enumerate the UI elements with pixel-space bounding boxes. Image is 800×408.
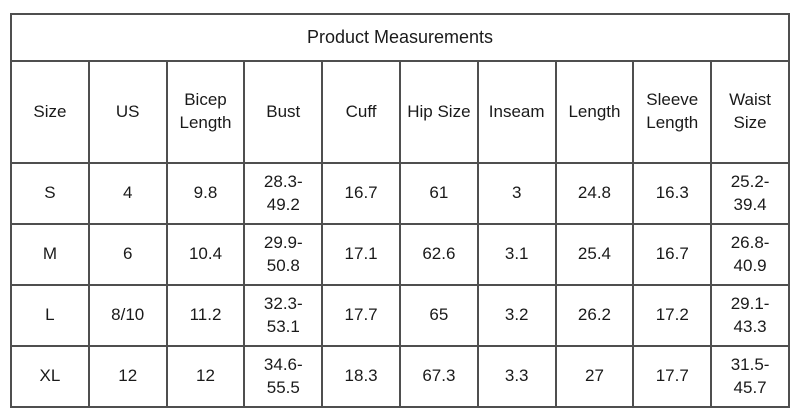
table-row-s: S 4 9.8 28.3-49.2 16.7 61 3 24.8 16.3 25…	[10, 162, 790, 225]
cell-inseam: 3	[476, 162, 557, 225]
cell-bust: 28.3-49.2	[243, 162, 324, 225]
table-title: Product Measurements	[10, 13, 790, 62]
cell-cuff: 17.1	[321, 223, 401, 286]
cell-us: 8/10	[87, 284, 168, 347]
cell-hip-size: 67.3	[398, 345, 479, 408]
cell-us: 6	[87, 223, 168, 286]
cell-waist-size: 29.1-43.3	[710, 284, 790, 347]
cell-sleeve-length: 17.7	[632, 345, 713, 408]
cell-waist-size: 26.8-40.9	[710, 223, 790, 286]
column-header-us: US	[87, 60, 168, 164]
table-header-row: Size US Bicep Length Bust Cuff Hip Size …	[10, 60, 790, 164]
cell-bust: 34.6-55.5	[243, 345, 324, 408]
cell-sleeve-length: 16.3	[632, 162, 713, 225]
table-row-l: L 8/10 11.2 32.3-53.1 17.7 65 3.2 26.2 1…	[10, 284, 790, 347]
cell-length: 24.8	[554, 162, 635, 225]
cell-bicep-length: 12	[165, 345, 246, 408]
cell-length: 25.4	[554, 223, 635, 286]
cell-inseam: 3.2	[476, 284, 557, 347]
column-header-bust: Bust	[243, 60, 324, 164]
cell-length: 26.2	[554, 284, 635, 347]
column-header-length: Length	[554, 60, 635, 164]
table-row-m: M 6 10.4 29.9-50.8 17.1 62.6 3.1 25.4 16…	[10, 223, 790, 286]
cell-size: L	[10, 284, 90, 347]
cell-hip-size: 61	[398, 162, 479, 225]
table-row-xl: XL 12 12 34.6-55.5 18.3 67.3 3.3 27 17.7…	[10, 345, 790, 408]
cell-cuff: 18.3	[321, 345, 401, 408]
column-header-hip-size: Hip Size	[398, 60, 479, 164]
product-measurements-table: Product Measurements Size US Bicep Lengt…	[10, 13, 790, 408]
cell-bust: 32.3-53.1	[243, 284, 324, 347]
cell-hip-size: 62.6	[398, 223, 479, 286]
cell-cuff: 17.7	[321, 284, 401, 347]
column-header-size: Size	[10, 60, 90, 164]
cell-us: 4	[87, 162, 168, 225]
cell-cuff: 16.7	[321, 162, 401, 225]
cell-us: 12	[87, 345, 168, 408]
cell-length: 27	[554, 345, 635, 408]
column-header-inseam: Inseam	[476, 60, 557, 164]
cell-inseam: 3.3	[476, 345, 557, 408]
cell-bust: 29.9-50.8	[243, 223, 324, 286]
cell-sleeve-length: 16.7	[632, 223, 713, 286]
cell-inseam: 3.1	[476, 223, 557, 286]
cell-hip-size: 65	[398, 284, 479, 347]
cell-waist-size: 25.2-39.4	[710, 162, 790, 225]
cell-size: M	[10, 223, 90, 286]
column-header-cuff: Cuff	[321, 60, 401, 164]
cell-waist-size: 31.5-45.7	[710, 345, 790, 408]
cell-bicep-length: 9.8	[165, 162, 246, 225]
cell-size: S	[10, 162, 90, 225]
cell-bicep-length: 10.4	[165, 223, 246, 286]
cell-bicep-length: 11.2	[165, 284, 246, 347]
column-header-waist-size: Waist Size	[710, 60, 790, 164]
cell-sleeve-length: 17.2	[632, 284, 713, 347]
column-header-sleeve-length: Sleeve Length	[632, 60, 713, 164]
column-header-bicep-length: Bicep Length	[165, 60, 246, 164]
cell-size: XL	[10, 345, 90, 408]
table-title-row: Product Measurements	[10, 13, 790, 62]
